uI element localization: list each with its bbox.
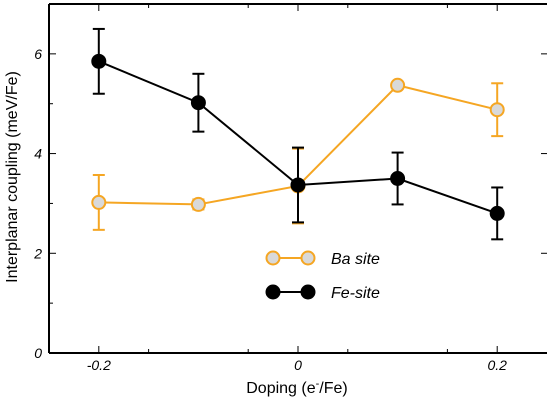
y-tick-label: 6 (34, 46, 42, 62)
data-point (390, 171, 406, 186)
legend-marker (300, 250, 316, 266)
data-point (190, 196, 206, 212)
x-axis-title: Doping (e-/Fe) (246, 378, 348, 397)
x-tick-label: 0 (294, 357, 302, 373)
legend: Ba site Fe-site (265, 250, 380, 302)
x-axis-title-sup: - (316, 378, 320, 390)
legend-item-fe-site: Fe-site (265, 284, 380, 302)
legend-label: Fe-site (331, 285, 380, 302)
y-tick-label: 0 (34, 345, 42, 361)
x-tick-label: 0.2 (487, 357, 507, 373)
legend-item-ba-site: Ba site (265, 250, 380, 268)
x-axis-title-tail: /Fe) (319, 380, 347, 397)
data-point (91, 194, 107, 210)
y-axis-title: Interplanar coupling (meV/Fe) (4, 71, 21, 283)
data-point (290, 177, 306, 193)
ticks: -0.2 0 0.2 0 2 4 6 (33, 3, 547, 373)
data-point (190, 95, 206, 111)
x-tick-label: -0.2 (87, 357, 111, 373)
legend-marker (265, 250, 281, 266)
legend-marker (300, 284, 316, 300)
series-fe-site (91, 27, 505, 241)
y-tick-label: 4 (34, 146, 42, 162)
legend-marker (265, 284, 281, 300)
data-point (489, 102, 505, 118)
data-point (489, 205, 505, 221)
legend-label: Ba site (331, 251, 380, 268)
x-axis-title-main: Doping (e (246, 380, 315, 397)
data-point (390, 77, 406, 93)
y-tick-label: 2 (33, 245, 42, 261)
series-layer (91, 27, 505, 241)
data-point (91, 53, 107, 69)
